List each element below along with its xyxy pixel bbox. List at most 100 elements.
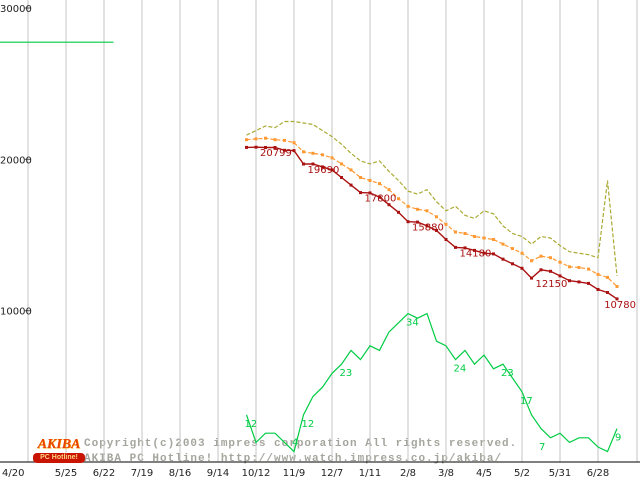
lowest-price-marker <box>463 246 467 250</box>
average-price-marker <box>615 285 619 288</box>
average-price-marker <box>549 256 552 260</box>
average-price-marker <box>587 267 590 271</box>
x-tick-label: 5/25 <box>55 468 77 479</box>
series-shop-count <box>0 41 618 453</box>
lowest-price-marker <box>492 252 495 256</box>
lowest-price-marker <box>368 191 372 195</box>
average-price-marker <box>425 209 429 213</box>
x-tick-label: 3/8 <box>438 468 454 479</box>
lowest-price-marker <box>416 220 419 224</box>
average-price-marker <box>454 230 457 234</box>
average-price-marker <box>596 272 600 276</box>
lowest-price-marker <box>425 224 429 228</box>
lowest-price-marker <box>435 229 438 232</box>
average-price-marker <box>378 182 381 186</box>
shop-count-label: 17 <box>520 396 533 407</box>
x-tick-label: 11/9 <box>283 468 305 479</box>
lowest-price-marker <box>321 165 324 169</box>
x-tick-label: 1/11 <box>359 468 381 479</box>
lowest-price-marker <box>340 176 343 179</box>
average-price-marker <box>321 153 324 157</box>
lowest-price-marker <box>397 210 400 214</box>
logo-pc-hotline-text: PC Hotline! <box>40 454 78 461</box>
x-tick-label: 6/22 <box>93 468 115 479</box>
average-price-marker <box>435 215 438 219</box>
price-labels: 20799 19690 17800 15880 14180 12150 10780 <box>260 148 636 311</box>
average-price-marker <box>368 179 372 182</box>
akiba-pc-hotline-logo: AKIBA PC Hotline! <box>33 438 85 463</box>
lowest-price-marker <box>454 245 457 249</box>
average-price-marker <box>568 265 571 269</box>
average-price-marker <box>387 188 391 192</box>
average-price-marker <box>511 247 514 251</box>
average-price-marker <box>349 168 353 172</box>
shop-count-line <box>245 312 618 453</box>
lowest-price-marker <box>254 145 258 149</box>
lowest-price-marker <box>482 251 486 255</box>
price-label: 10780 <box>604 300 636 311</box>
shop-count-label: 24 <box>454 364 467 375</box>
shop-count-label: 7 <box>539 442 545 453</box>
average-price-marker <box>254 137 258 141</box>
x-tick-label: 9/14 <box>207 468 229 479</box>
average-price-marker <box>577 266 581 269</box>
logo-pc-hotline-badge: PC Hotline! <box>33 453 85 463</box>
lowest-price-marker <box>558 274 562 278</box>
highest-price-line <box>246 120 618 276</box>
x-tick-label: 2/8 <box>400 468 416 479</box>
average-price-marker <box>273 138 277 142</box>
shop-count-label: 12 <box>245 419 258 430</box>
average-price-marker <box>292 141 296 145</box>
average-price-marker <box>558 260 562 264</box>
average-price-marker <box>302 150 305 154</box>
lowest-price-marker <box>615 297 619 301</box>
lowest-price-marker <box>530 276 533 280</box>
x-tick-label: 6/28 <box>587 468 609 479</box>
lowest-price-marker <box>511 262 514 266</box>
price-label: 19690 <box>308 165 340 176</box>
shop-count-label: 34 <box>406 318 419 329</box>
lowest-price-marker <box>302 162 305 166</box>
y-tick-label: 20000 <box>0 155 32 166</box>
lowest-price-marker <box>245 145 248 149</box>
lowest-price-marker <box>330 168 334 172</box>
lowest-price-marker <box>606 291 609 294</box>
x-tick-label: 4/20 <box>2 468 24 479</box>
average-price-marker <box>501 242 505 246</box>
x-tick-label: 5/31 <box>549 468 571 479</box>
series-lowest-price <box>245 145 619 301</box>
lowest-price-marker <box>568 279 571 283</box>
price-label: 20799 <box>260 148 292 159</box>
lowest-price-marker <box>349 183 353 187</box>
average-price-marker <box>311 151 315 155</box>
average-price-marker <box>606 275 609 279</box>
lowest-price-marker <box>520 266 524 270</box>
average-price-marker <box>416 207 419 211</box>
y-tick-label: 30000 <box>0 4 32 15</box>
average-price-marker <box>330 156 334 160</box>
price-label: 12150 <box>536 279 568 290</box>
shop-count-label: 23 <box>340 368 353 379</box>
average-price-marker <box>245 138 248 142</box>
lowest-price-marker <box>311 162 315 166</box>
lowest-price-line <box>246 146 618 300</box>
y-axis-labels: 30000 20000 10000 <box>0 4 32 318</box>
x-tick-label: 10/12 <box>242 468 271 479</box>
lowest-price-marker <box>444 238 448 241</box>
average-price-marker <box>264 136 267 140</box>
lowest-price-marker <box>473 248 476 252</box>
shop-count-label: 12 <box>302 419 315 430</box>
x-axis-labels: 4/20 5/25 6/22 7/19 8/16 9/14 10/12 11/9 12/7 1/1… <box>2 468 609 479</box>
average-price-marker <box>539 254 543 258</box>
lowest-price-marker <box>387 203 391 207</box>
shop-count-label: 4 <box>292 438 298 449</box>
lowest-price-marker <box>596 288 600 291</box>
shop-count-label: 23 <box>501 368 514 379</box>
shop-count-label: 9 <box>615 433 621 444</box>
x-tick-label: 5/2 <box>514 468 530 479</box>
average-price-marker <box>463 232 467 235</box>
price-label: 17800 <box>365 194 397 205</box>
lowest-price-marker <box>273 146 277 149</box>
series-average-price <box>245 136 619 288</box>
